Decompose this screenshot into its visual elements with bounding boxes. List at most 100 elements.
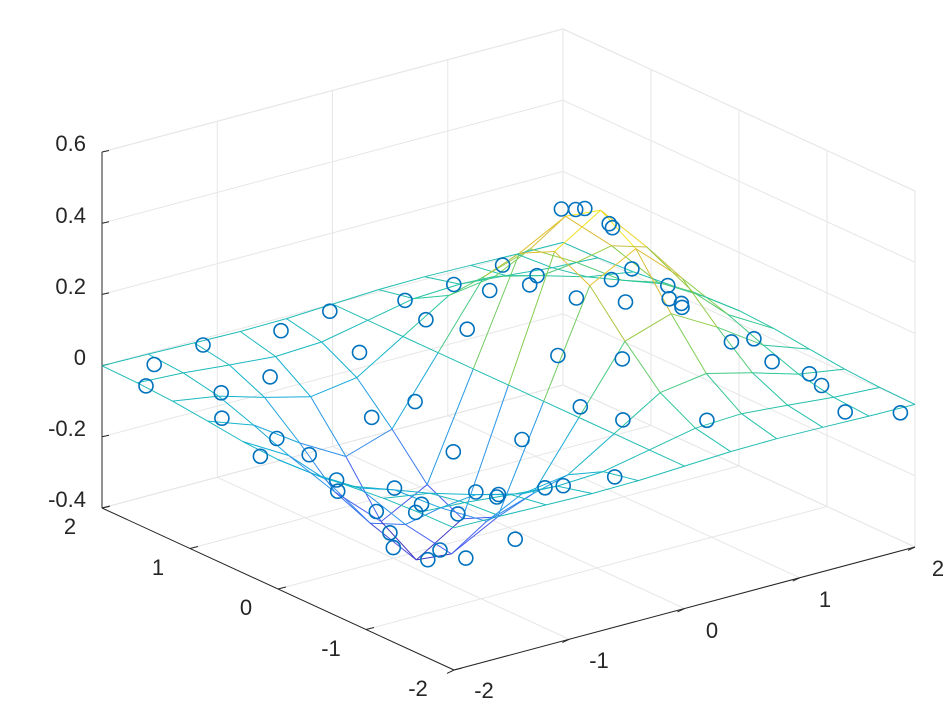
mesh-line-41 xyxy=(321,341,358,378)
scatter-point-48 xyxy=(262,369,278,385)
scatter-point-62 xyxy=(529,267,545,284)
mesh-line-116 xyxy=(529,215,566,250)
mesh-line-143 xyxy=(554,209,602,252)
mesh-line-68 xyxy=(424,276,461,285)
mesh-line-64 xyxy=(391,352,439,430)
mesh-line-40 xyxy=(288,455,336,493)
mesh-line-210 xyxy=(787,396,834,406)
mesh-line-84 xyxy=(405,524,452,555)
mesh-line-197 xyxy=(727,314,764,346)
scatter-point-17 xyxy=(837,404,854,420)
mesh-line-80 xyxy=(437,276,485,353)
scatter-point-2 xyxy=(553,201,570,217)
scatter-point-16 xyxy=(801,365,818,382)
mesh-line-119 xyxy=(541,275,588,278)
scatter-point-61 xyxy=(550,347,566,364)
mesh-line-189 xyxy=(703,295,740,312)
gridline-side-z-3 xyxy=(562,170,916,334)
mesh-line-154 xyxy=(578,417,615,435)
mesh-line-56 xyxy=(348,485,384,499)
mesh-line-28 xyxy=(286,318,322,343)
z-tick-label-5: 0.4 xyxy=(55,203,86,228)
scatter-point-26 xyxy=(385,539,402,556)
mesh-line-111 xyxy=(464,502,501,517)
mesh-line-200 xyxy=(752,372,788,406)
mesh-line-92 xyxy=(451,516,498,555)
mesh-line-35 xyxy=(310,396,347,457)
mesh-line-49 xyxy=(334,491,371,524)
x-tick-label-2: -1 xyxy=(589,648,609,673)
mesh-line-133 xyxy=(576,261,623,281)
mesh-line-7 xyxy=(172,395,219,402)
scatter-point-37 xyxy=(273,322,289,339)
mesh-line-139 xyxy=(532,417,580,495)
mesh-line-141 xyxy=(543,285,591,402)
z-tick-label-3: 0 xyxy=(74,345,86,370)
scatter-point-23 xyxy=(382,524,398,541)
scatter-point-46 xyxy=(328,472,345,488)
mesh-line-186 xyxy=(681,277,718,328)
mesh-line-135 xyxy=(565,215,612,247)
mesh-line-174 xyxy=(602,449,650,473)
mesh-line-216 xyxy=(833,396,870,417)
x-tick-3 xyxy=(792,577,801,582)
scatter-point-42 xyxy=(413,496,430,513)
scatter-point-12 xyxy=(661,290,678,307)
mesh-line-72 xyxy=(383,497,419,513)
mesh-line-78 xyxy=(426,368,474,485)
mesh-line-66 xyxy=(402,295,450,337)
mesh-line-16 xyxy=(240,331,276,357)
mesh-line-108 xyxy=(516,253,553,269)
scatter-point-3 xyxy=(604,219,621,236)
mesh-line-21 xyxy=(242,441,290,457)
gridline-back-z-3 xyxy=(101,170,564,295)
scatter-point-41 xyxy=(494,257,511,273)
mesh-line-163 xyxy=(633,271,669,285)
mesh-line-213 xyxy=(809,348,845,370)
mesh-line-160 xyxy=(611,245,647,248)
scatter-point-14 xyxy=(746,330,762,347)
scatter-point-52 xyxy=(537,479,553,496)
x-tick-label-1: -2 xyxy=(474,678,494,703)
y-tick-label-3: 0 xyxy=(240,595,252,620)
y-tick-label-4: 1 xyxy=(152,555,164,580)
mesh-line-169 xyxy=(635,248,683,279)
mesh-line-17 xyxy=(240,318,287,332)
gridline-floor-y-2 xyxy=(277,465,740,590)
mesh-line-195 xyxy=(716,326,753,374)
scatter-point-27 xyxy=(507,531,524,548)
scatter-point-4 xyxy=(567,201,584,218)
mesh-line-67 xyxy=(413,283,461,300)
x-tick-0 xyxy=(446,669,455,674)
mesh-line-39 xyxy=(332,289,379,305)
gridline-side-z-4 xyxy=(562,99,916,263)
mesh-line-18 xyxy=(218,395,265,398)
scatter-point-60 xyxy=(514,431,530,448)
mesh-line-82 xyxy=(470,264,507,277)
mesh-line-44 xyxy=(345,428,393,457)
scatter-point-31 xyxy=(301,446,318,463)
scatter-point-56 xyxy=(699,412,715,429)
scatter-point-39 xyxy=(397,292,413,309)
axes-lines xyxy=(101,150,916,674)
scatter-point-54 xyxy=(521,277,538,293)
scatter-point-30 xyxy=(407,393,423,410)
z-tick-3 xyxy=(101,292,110,295)
mesh-line-157 xyxy=(589,248,637,286)
gridline-back-z-0 xyxy=(101,384,564,509)
mesh-line-151 xyxy=(556,485,593,494)
scatter-point-35 xyxy=(146,356,162,373)
scatter-point-1 xyxy=(576,200,593,217)
mesh-line-164 xyxy=(592,480,639,494)
mesh-line-14 xyxy=(218,395,255,426)
mesh-line-98 xyxy=(418,511,455,529)
mesh-line-201 xyxy=(752,372,799,375)
mesh-line-96 xyxy=(473,368,509,386)
mesh-line-102 xyxy=(440,507,487,522)
mesh-line-142 xyxy=(554,251,591,286)
scatter-point-59 xyxy=(450,506,466,522)
mesh-line-55 xyxy=(378,276,425,291)
mesh-line-199 xyxy=(738,310,775,330)
mesh-line-198 xyxy=(727,314,775,330)
scatter-point-24 xyxy=(407,504,424,521)
